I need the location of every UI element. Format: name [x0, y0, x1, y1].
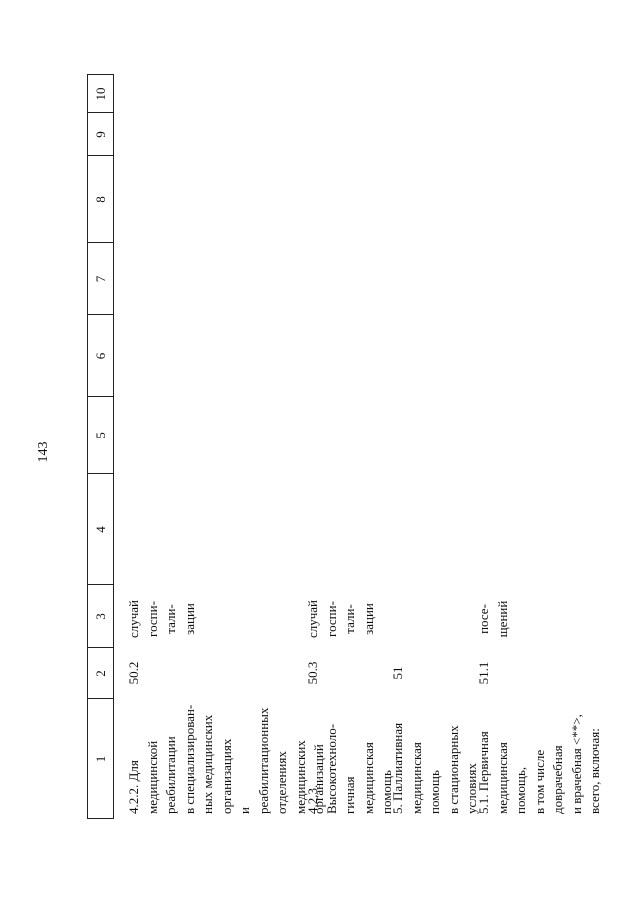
table-row-name: 4.2.2. Для медицинской реабилитации в сп… — [126, 704, 326, 814]
table-row-unit: посе- щений — [476, 600, 510, 638]
column-header-2: 2 — [93, 670, 108, 677]
table-row-name: 4.2.3. Высокотехноло- гичная медицинская… — [305, 723, 394, 814]
column-header-3: 3 — [93, 613, 108, 620]
table-header-bottom-border — [113, 74, 114, 819]
table-row-code: 51.1 — [476, 661, 491, 685]
column-header-4: 4 — [93, 526, 108, 533]
table-header-top-border — [87, 74, 88, 819]
column-header-5: 5 — [93, 432, 108, 439]
table-row-name: 5. Паллиативная медицинская помощь в ста… — [390, 722, 479, 814]
table-row-unit: случай госпи- тали- зации — [305, 599, 376, 639]
page-number: 143 — [36, 441, 51, 463]
column-header-6: 6 — [93, 352, 108, 360]
table-row-unit: случай госпи- тали- зации — [126, 599, 197, 639]
column-header-7: 7 — [93, 275, 108, 283]
column-header-10: 10 — [93, 87, 108, 101]
column-header-8: 8 — [93, 196, 108, 203]
column-header-9: 9 — [93, 131, 108, 138]
table-row-code: 50.3 — [305, 661, 320, 685]
table-row-code: 51 — [390, 666, 405, 680]
table-row-name: 5.1. Первичная медицинская помощь, в том… — [476, 714, 602, 814]
table-row-code: 50.2 — [126, 661, 141, 685]
column-header-1: 1 — [93, 755, 108, 763]
